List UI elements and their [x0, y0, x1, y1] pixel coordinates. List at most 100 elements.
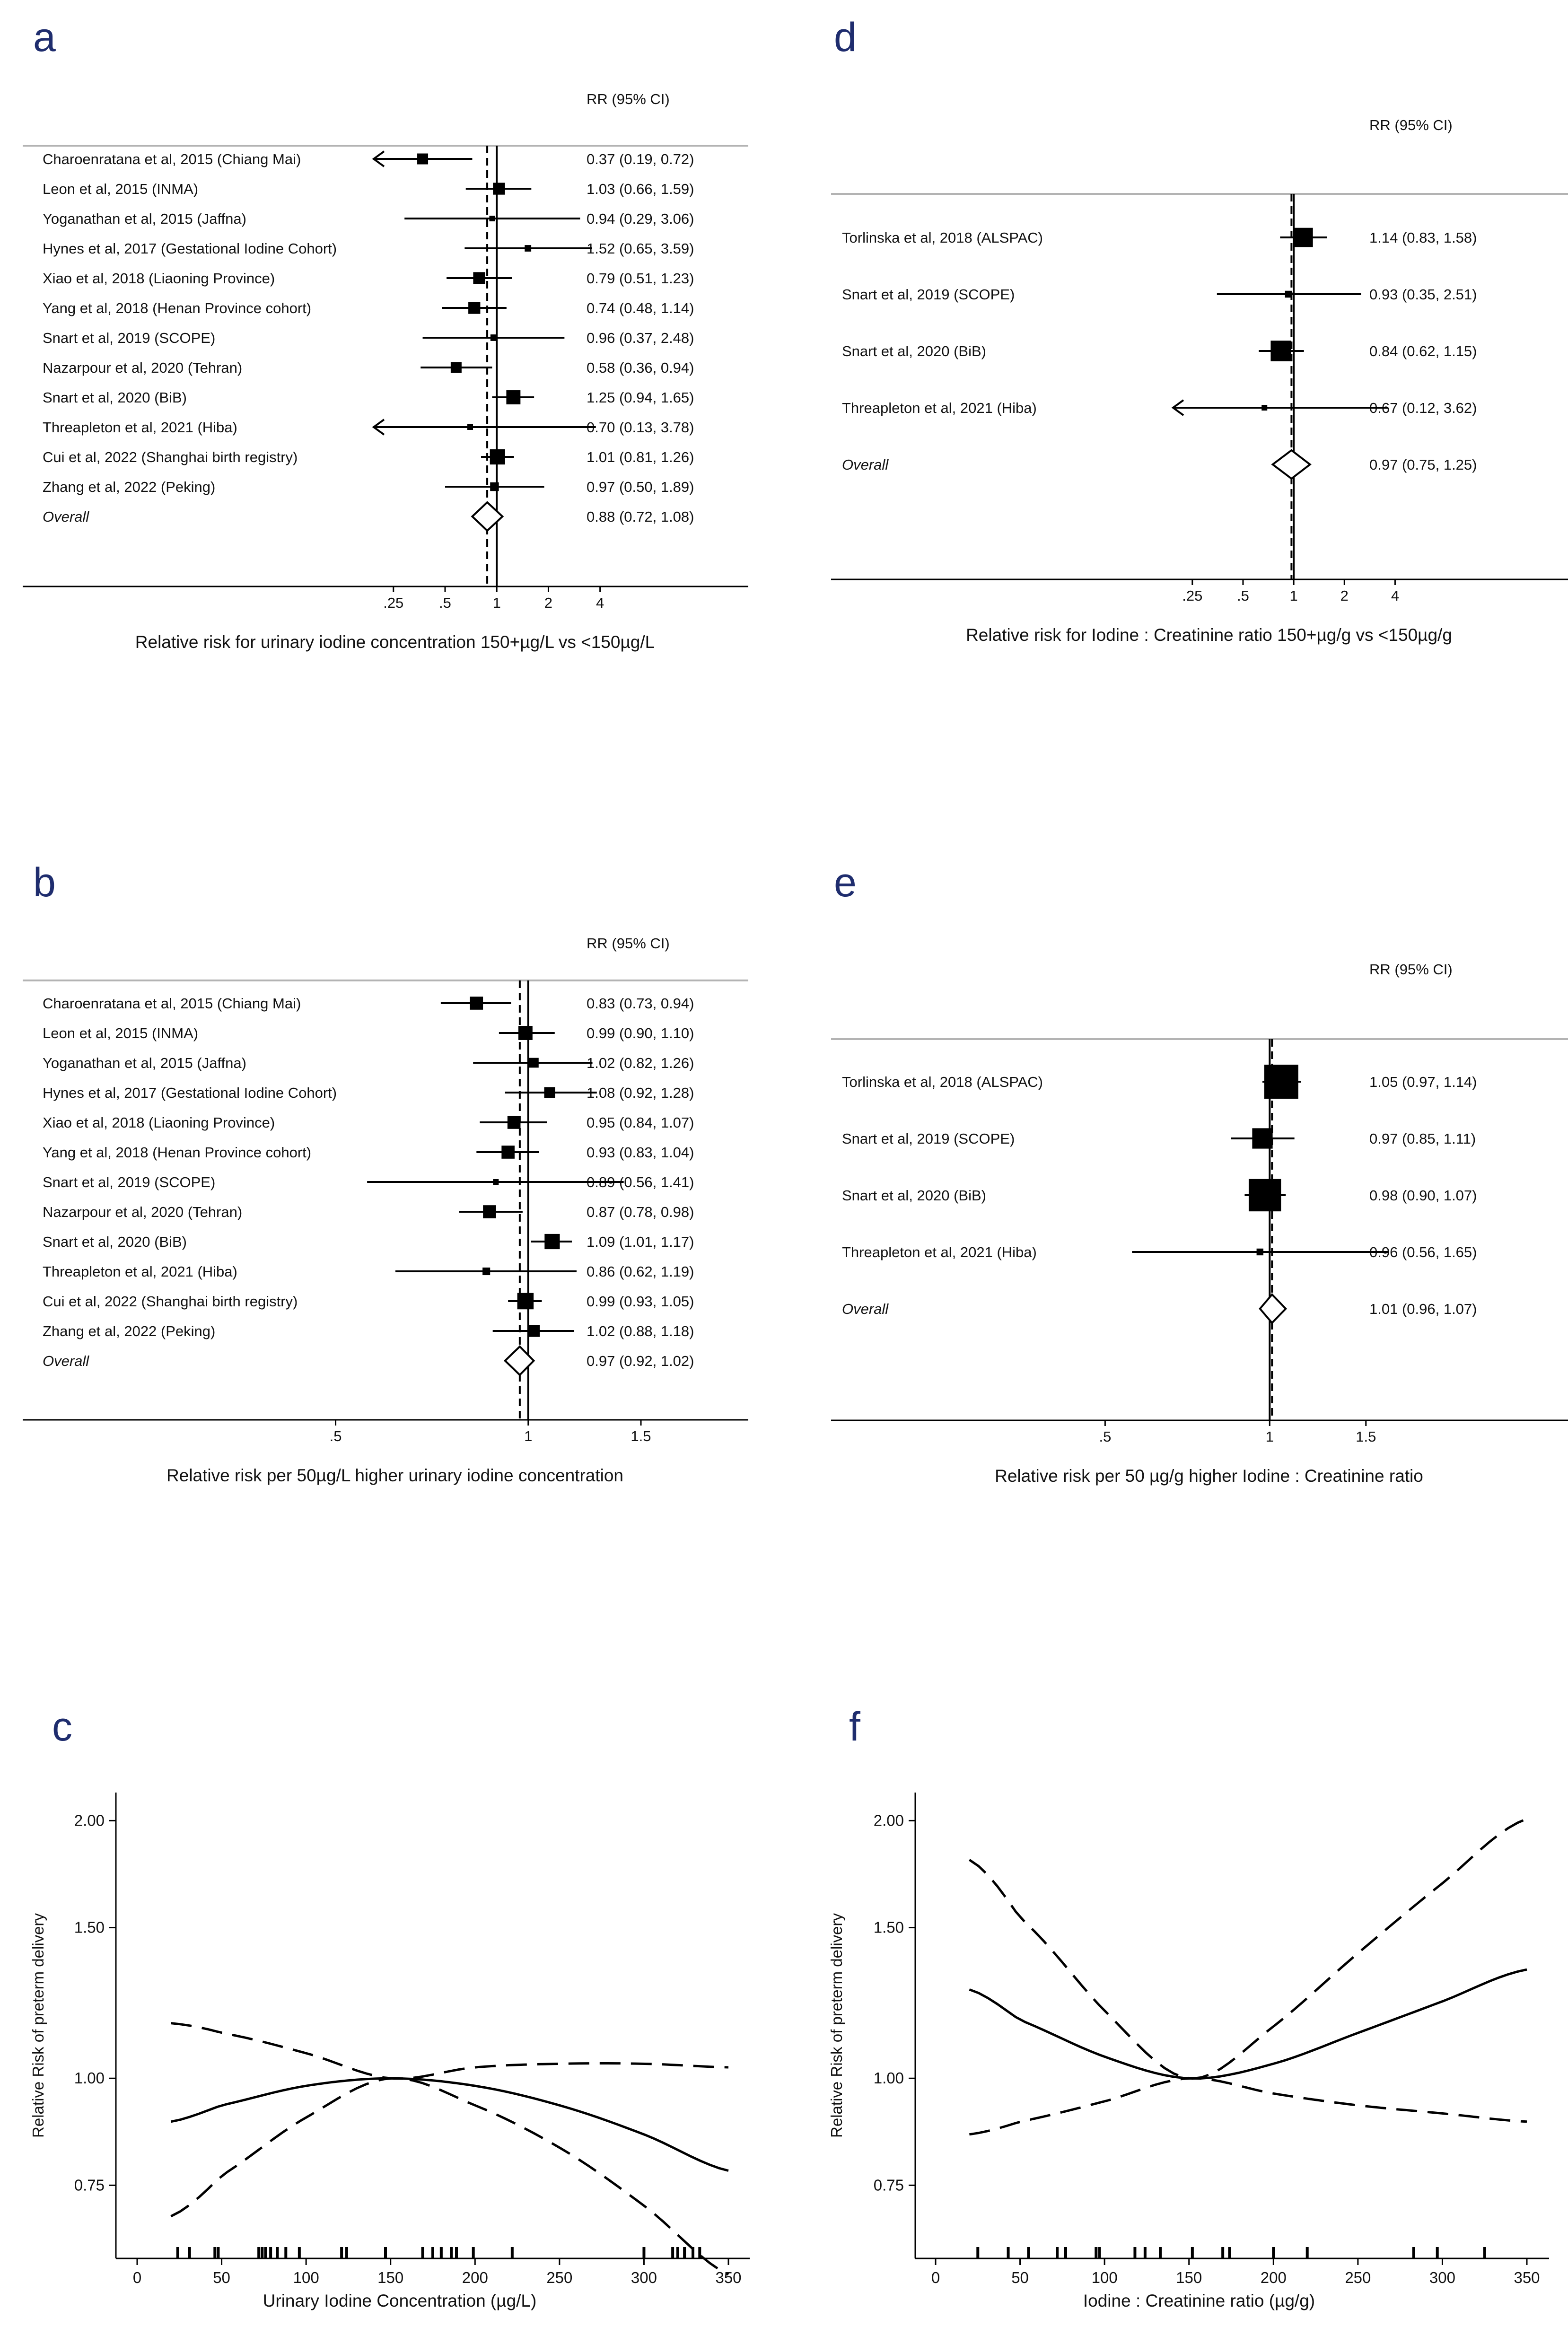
- study-label-b: Leon et al, 2015 (INMA): [43, 1025, 198, 1041]
- x-tick-label-c: 200: [462, 2269, 488, 2286]
- y-tick-label-c: 1.50: [74, 1919, 105, 1936]
- x-axis-title-c: Urinary Iodine Concentration (µg/L): [263, 2291, 537, 2310]
- point-estimate-b: [483, 1205, 496, 1218]
- overall-ci-text-a: 0.88 (0.72, 1.08): [587, 508, 694, 525]
- x-tick-label-b: 1: [524, 1428, 532, 1444]
- study-label-e: Torlinska et al, 2018 (ALSPAC): [842, 1074, 1043, 1090]
- panel-c: c 0.75 1.00 1.50 2.00 0 50 100 150 200 250 300 350 U…: [29, 1704, 750, 2310]
- x-tick-label-e: 1: [1266, 1428, 1274, 1445]
- ci-text-a: 0.79 (0.51, 1.23): [587, 270, 694, 287]
- point-estimate-a: [473, 272, 485, 284]
- forest-plot-e: RR (95% CI) Torlinska et al, 2018 (ALSPAC…: [831, 961, 1568, 1486]
- x-tick-label-c: 150: [377, 2269, 403, 2286]
- panel-label-a: a: [33, 15, 56, 60]
- overall-label-d: Overall: [842, 456, 889, 473]
- ci-band-line-c: [170, 2077, 729, 2276]
- ci-text-d: 0.93 (0.35, 2.51): [1369, 286, 1477, 303]
- point-estimate-e: [1248, 1179, 1281, 1212]
- y-tick-label-c: 1.00: [74, 2069, 105, 2087]
- study-label-b: Threapleton et al, 2021 (Hiba): [43, 1263, 237, 1280]
- ci-arrow-left-a: [372, 419, 385, 436]
- point-estimate-b: [470, 997, 483, 1010]
- x-tick-label-d: 4: [1391, 587, 1399, 604]
- study-label-b: Nazarpour et al, 2020 (Tehran): [43, 1204, 242, 1220]
- x-tick-label-f: 250: [1345, 2269, 1371, 2286]
- x-tick-label-e: 1.5: [1356, 1428, 1376, 1445]
- overall-ci-text-b: 0.97 (0.92, 1.02): [587, 1353, 694, 1369]
- ci-text-b: 0.86 (0.62, 1.19): [587, 1263, 694, 1280]
- ci-text-b: 1.09 (1.01, 1.17): [587, 1233, 694, 1250]
- ci-arrow-left-d: [1171, 399, 1184, 416]
- overall-ci-text-d: 0.97 (0.75, 1.25): [1369, 456, 1477, 473]
- ci-text-b: 1.02 (0.88, 1.18): [587, 1323, 694, 1339]
- point-estimate-e: [1252, 1128, 1273, 1149]
- study-label-a: Xiao et al, 2018 (Liaoning Province): [43, 270, 275, 287]
- ci-text-a: 0.97 (0.50, 1.89): [587, 479, 694, 495]
- y-tick-label-c: 2.00: [74, 1811, 105, 1829]
- point-estimate-a: [417, 153, 429, 165]
- x-tick-label-d: .5: [1237, 587, 1249, 604]
- ci-band-line-f: [968, 1818, 1527, 2080]
- x-tick-label-c: 300: [631, 2269, 657, 2286]
- panel-f: f 0.75 1.00 1.50 2.00 0 50 100 150 200 250 300 350 I…: [828, 1704, 1549, 2310]
- study-label-a: Threapleton et al, 2021 (Hiba): [43, 419, 237, 436]
- point-estimate-b: [527, 1325, 540, 1337]
- point-estimate-a: [493, 183, 505, 195]
- estimate-line-c: [170, 2077, 729, 2172]
- y-tick-label-c: 0.75: [74, 2176, 105, 2194]
- study-label-b: Xiao et al, 2018 (Liaoning Province): [43, 1114, 275, 1131]
- overall-diamond-b: [503, 1345, 535, 1376]
- x-tick-label-a: 1: [493, 595, 501, 611]
- panel-label-e: e: [834, 860, 857, 905]
- study-label-e: Threapleton et al, 2021 (Hiba): [842, 1244, 1037, 1260]
- ci-text-a: 0.58 (0.36, 0.94): [587, 359, 694, 376]
- study-label-d: Threapleton et al, 2021 (Hiba): [842, 400, 1037, 416]
- study-label-b: Yoganathan et al, 2015 (Jaffna): [43, 1055, 246, 1071]
- point-estimate-a: [525, 245, 532, 252]
- y-tick-label-f: 0.75: [874, 2176, 904, 2194]
- x-tick-label-e: .5: [1099, 1428, 1111, 1445]
- study-label-e: Snart et al, 2020 (BiB): [842, 1187, 986, 1204]
- forest-plot-d: RR (95% CI) Torlinska et al, 2018 (ALSPAC…: [831, 117, 1568, 645]
- forest-plot-b: RR (95% CI) Charoenratana et al, 2015 (Ch…: [23, 935, 748, 1485]
- x-tick-label-c: 0: [133, 2269, 141, 2286]
- x-tick-label-a: 2: [544, 595, 552, 611]
- study-label-a: Zhang et al, 2022 (Peking): [43, 479, 215, 495]
- panel-b: b RR (95% CI) Charoenratana et al, 2015 (…: [23, 860, 748, 1485]
- ci-text-a: 0.37 (0.19, 0.72): [587, 151, 694, 167]
- ci-text-b: 0.87 (0.78, 0.98): [587, 1204, 694, 1220]
- study-label-b: Yang et al, 2018 (Henan Province cohort): [43, 1144, 311, 1161]
- point-estimate-a: [490, 482, 499, 491]
- point-estimate-b: [518, 1026, 533, 1040]
- overall-diamond-d: [1271, 449, 1312, 480]
- study-label-a: Snart et al, 2020 (BiB): [43, 389, 187, 406]
- ci-text-b: 0.83 (0.73, 0.94): [587, 995, 694, 1012]
- ci-text-b: 0.99 (0.93, 1.05): [587, 1293, 694, 1310]
- study-label-d: Snart et al, 2020 (BiB): [842, 343, 986, 359]
- point-estimate-a: [467, 424, 473, 430]
- x-tick-label-d: 2: [1340, 587, 1349, 604]
- x-tick-label-c: 50: [213, 2269, 230, 2286]
- point-estimate-d: [1270, 341, 1291, 361]
- point-estimate-d: [1285, 290, 1292, 298]
- x-tick-label-a: .5: [439, 595, 451, 611]
- overall-label-e: Overall: [842, 1301, 889, 1317]
- point-estimate-a: [506, 390, 521, 404]
- ci-text-e: 0.98 (0.90, 1.07): [1369, 1187, 1477, 1204]
- study-label-b: Cui et al, 2022 (Shanghai birth registry…: [43, 1293, 298, 1310]
- point-estimate-a: [490, 449, 505, 465]
- x-tick-label-b: 1.5: [631, 1428, 651, 1444]
- x-tick-label-a: 4: [596, 595, 604, 611]
- ci-text-d: 1.14 (0.83, 1.58): [1369, 229, 1477, 246]
- y-axis-title-c: Relative Risk of preterm delivery: [29, 1913, 47, 2138]
- study-label-a: Leon et al, 2015 (INMA): [43, 181, 198, 197]
- overall-ci-text-e: 1.01 (0.96, 1.07): [1369, 1301, 1477, 1317]
- overall-label-a: Overall: [43, 508, 89, 525]
- y-tick-label-f: 1.50: [874, 1919, 904, 1936]
- ci-text-d: 0.84 (0.62, 1.15): [1369, 343, 1477, 359]
- ci-text-b: 0.95 (0.84, 1.07): [587, 1114, 694, 1131]
- study-label-b: Snart et al, 2019 (SCOPE): [43, 1174, 215, 1190]
- study-label-b: Zhang et al, 2022 (Peking): [43, 1323, 215, 1339]
- ci-text-a: 0.96 (0.37, 2.48): [587, 330, 694, 346]
- y-axis-title-f: Relative Risk of preterm delivery: [828, 1913, 845, 2138]
